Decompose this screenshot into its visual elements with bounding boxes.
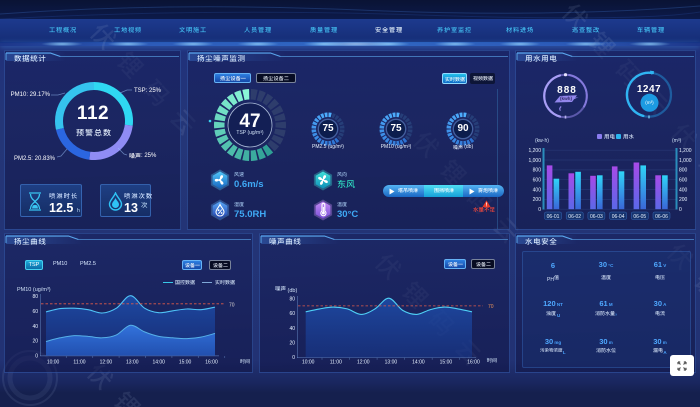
svg-text:11:00: 11:00 — [330, 360, 342, 366]
svg-text:60: 60 — [32, 309, 38, 315]
svg-text:06-05: 06-05 — [633, 214, 646, 220]
svg-text:12:00: 12:00 — [100, 360, 113, 366]
svg-text:800: 800 — [679, 168, 688, 174]
svg-text:80: 80 — [289, 296, 295, 302]
svg-text:80: 80 — [32, 294, 38, 300]
svg-text:1,000: 1,000 — [528, 158, 541, 164]
svg-text:60: 60 — [289, 311, 295, 317]
svg-text:1,200: 1,200 — [528, 148, 541, 154]
svg-text:15:00: 15:00 — [179, 360, 192, 366]
svg-text:06-03: 06-03 — [590, 214, 603, 220]
svg-text:0: 0 — [679, 207, 682, 213]
svg-text:20: 20 — [289, 341, 295, 347]
svg-text:400: 400 — [679, 187, 688, 193]
svg-text:40: 40 — [32, 324, 38, 330]
svg-text:0: 0 — [538, 207, 541, 213]
svg-text:10:00: 10:00 — [47, 360, 60, 366]
svg-text:1,000: 1,000 — [679, 158, 692, 164]
svg-text:06-04: 06-04 — [612, 214, 625, 220]
svg-text:15:00: 15:00 — [440, 360, 453, 366]
svg-text:06-01: 06-01 — [547, 214, 560, 220]
svg-text:600: 600 — [679, 178, 688, 184]
svg-text:0: 0 — [292, 355, 295, 361]
svg-text:200: 200 — [533, 197, 542, 203]
svg-text:40: 40 — [289, 326, 295, 332]
svg-text:70: 70 — [229, 302, 235, 308]
svg-text:16:00: 16:00 — [205, 360, 218, 366]
svg-text:1,200: 1,200 — [679, 148, 692, 154]
svg-text:11:00: 11:00 — [73, 360, 85, 366]
svg-text:16:00: 16:00 — [467, 360, 480, 366]
svg-text:13:00: 13:00 — [126, 360, 139, 366]
svg-text:10:00: 10:00 — [302, 360, 315, 366]
svg-text:600: 600 — [533, 178, 542, 184]
svg-text:0: 0 — [35, 353, 38, 359]
svg-text:12:00: 12:00 — [357, 360, 370, 366]
svg-text:70: 70 — [488, 304, 494, 310]
svg-text:20: 20 — [32, 339, 38, 345]
svg-text:800: 800 — [533, 168, 542, 174]
svg-text:13:00: 13:00 — [385, 360, 398, 366]
svg-text:06-06: 06-06 — [655, 214, 668, 220]
svg-text:06-02: 06-02 — [568, 214, 581, 220]
svg-text:400: 400 — [533, 187, 542, 193]
svg-text:14:00: 14:00 — [412, 360, 425, 366]
svg-text:200: 200 — [679, 197, 688, 203]
svg-text:14:00: 14:00 — [152, 360, 165, 366]
